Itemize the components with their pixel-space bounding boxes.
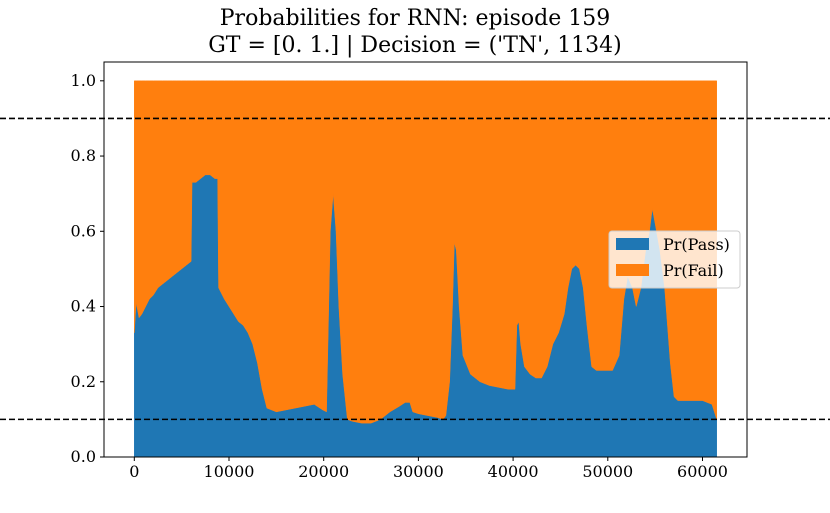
chart-subtitle: GT = [0. 1.] | Decision = ('TN', 1134) (208, 33, 622, 58)
plot-frame (103, 61, 748, 458)
x-tick-label: 50000 (582, 462, 633, 481)
y-tick-label: 0.6 (71, 221, 96, 240)
x-tick-label: 30000 (393, 462, 444, 481)
x-tick-label: 60000 (677, 462, 728, 481)
x-tick-label: 0 (129, 462, 139, 481)
legend-swatch (616, 264, 649, 276)
chart-title: Probabilities for RNN: episode 159 (219, 6, 611, 31)
area-series-pr-fail (134, 80, 717, 424)
y-tick-label: 1.0 (71, 71, 96, 90)
legend-label: Pr(Fail) (663, 261, 724, 280)
x-tick-label: 40000 (488, 462, 539, 481)
y-tick-label: 0.4 (71, 297, 96, 316)
legend-swatch (616, 238, 649, 250)
y-tick-label: 0.2 (71, 372, 96, 391)
x-tick-label: 10000 (204, 462, 255, 481)
y-tick-label: 0.0 (71, 447, 96, 466)
x-tick-label: 20000 (298, 462, 349, 481)
legend: Pr(Pass) Pr(Fail) (608, 230, 741, 289)
legend-label: Pr(Pass) (663, 235, 730, 254)
y-tick-label: 0.8 (71, 146, 96, 165)
